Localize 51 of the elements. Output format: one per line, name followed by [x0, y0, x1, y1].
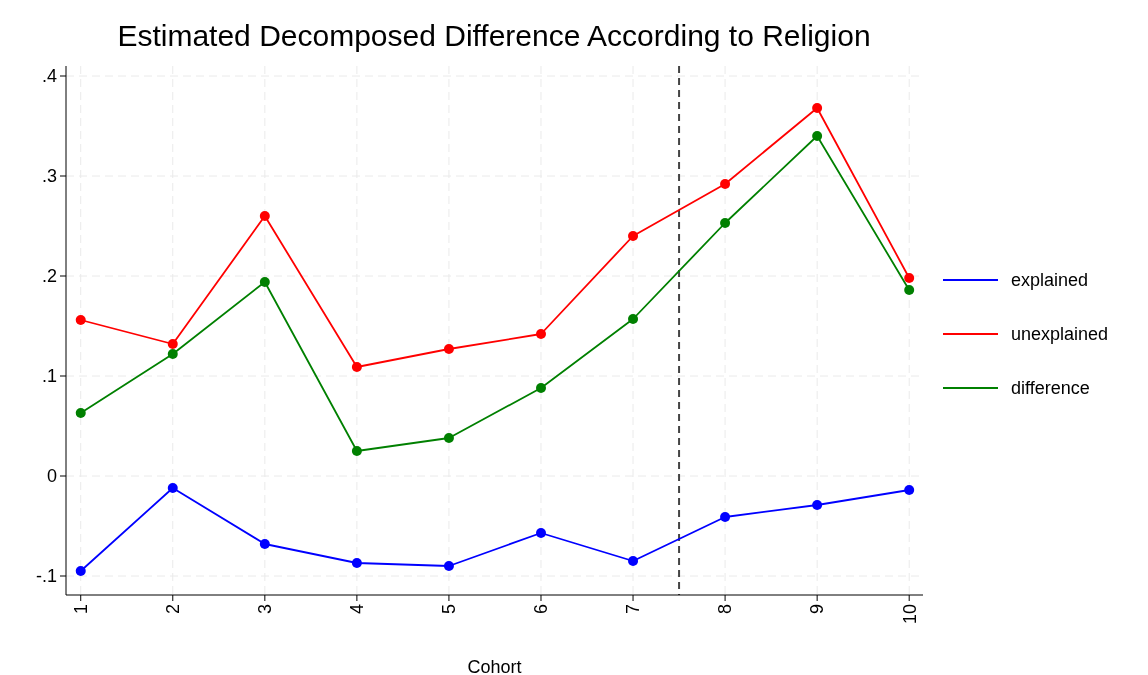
- point: [259, 277, 270, 287]
- point: [628, 556, 639, 566]
- point: [720, 179, 731, 189]
- point: [904, 485, 915, 495]
- x-tick-label: 4: [347, 604, 368, 615]
- y-tick-label: .2: [41, 266, 57, 287]
- point: [812, 500, 823, 510]
- point: [443, 433, 454, 443]
- y-tick-label: .1: [41, 366, 57, 387]
- x-tick-label: 6: [531, 604, 552, 615]
- point: [259, 539, 270, 549]
- point: [812, 103, 823, 113]
- point: [628, 314, 639, 324]
- x-tick-label: 8: [715, 604, 736, 615]
- x-tick-label: 1: [71, 604, 92, 615]
- point: [535, 383, 546, 393]
- point: [75, 315, 86, 325]
- point: [351, 362, 362, 372]
- y-tick-label: -.1: [35, 566, 57, 587]
- x-tick-label: 10: [899, 604, 920, 625]
- x-tick-label: 3: [255, 604, 276, 615]
- point: [720, 218, 731, 228]
- x-tick-label: 5: [439, 604, 460, 615]
- y-tick-label: 0: [46, 466, 57, 487]
- point: [351, 558, 362, 568]
- point: [443, 344, 454, 354]
- point: [167, 349, 178, 359]
- point: [904, 273, 915, 283]
- point: [259, 211, 270, 221]
- point: [75, 408, 86, 418]
- point: [904, 285, 915, 295]
- point: [75, 566, 86, 576]
- point: [720, 512, 731, 522]
- legend-label: difference: [1011, 378, 1090, 399]
- x-tick-label: 9: [807, 604, 828, 615]
- legend-label: explained: [1011, 270, 1089, 291]
- point: [812, 131, 823, 141]
- y-tick-label: .3: [41, 166, 57, 187]
- point: [535, 528, 546, 538]
- x-tick-label: 2: [163, 604, 184, 615]
- point: [167, 483, 178, 493]
- point: [443, 561, 454, 571]
- point: [535, 329, 546, 339]
- point: [351, 446, 362, 456]
- point: [628, 231, 639, 241]
- chart-title: Estimated Decomposed Difference According to Religion: [117, 19, 871, 52]
- legend-label: unexplained: [1011, 324, 1109, 345]
- y-tick-label: .4: [41, 66, 57, 87]
- point: [167, 339, 178, 349]
- x-axis-title: Cohort: [467, 657, 522, 675]
- x-tick-label: 7: [623, 604, 644, 615]
